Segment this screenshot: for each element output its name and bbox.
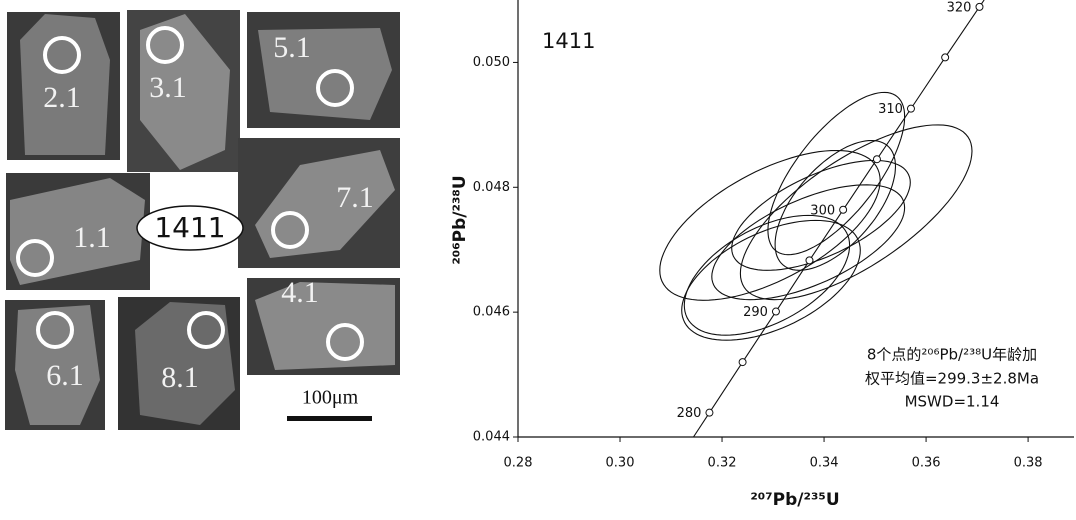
error-ellipse bbox=[767, 91, 906, 256]
x-tick-label: 0.34 bbox=[810, 456, 839, 471]
y-tick-label: 0.044 bbox=[473, 430, 510, 445]
spot bbox=[316, 69, 354, 107]
zircon bbox=[255, 150, 395, 258]
x-tick-label: 0.32 bbox=[708, 456, 737, 471]
spot bbox=[271, 211, 309, 249]
zircon bbox=[20, 14, 110, 155]
spot bbox=[187, 311, 225, 349]
zircon bbox=[140, 14, 230, 170]
error-ellipse bbox=[659, 149, 881, 301]
spot bbox=[43, 36, 81, 74]
spot-label: 8.1 bbox=[161, 361, 199, 394]
x-tick-label: 0.36 bbox=[912, 456, 941, 471]
spot-label: 6.1 bbox=[46, 359, 84, 392]
spot-label: 5.1 bbox=[273, 31, 311, 64]
spot bbox=[16, 239, 54, 277]
y-tick-label: 0.048 bbox=[473, 180, 510, 195]
age-label: 300 bbox=[810, 203, 835, 218]
spot-label: 2.1 bbox=[43, 81, 81, 114]
annotation: MSWD=1.14 bbox=[905, 393, 1000, 411]
y-axis-label: ²⁰⁶Pb/²³⁸U bbox=[450, 175, 470, 264]
zircon bbox=[255, 282, 395, 370]
sample-oval bbox=[136, 205, 244, 251]
scale-label: 100μm bbox=[302, 387, 359, 409]
concordia-extension bbox=[693, 412, 710, 438]
age-marker bbox=[872, 155, 881, 164]
spot-label: 7.1 bbox=[336, 181, 374, 214]
age-marker bbox=[738, 358, 747, 367]
y-tick-label: 0.050 bbox=[473, 55, 510, 70]
age-marker bbox=[975, 2, 984, 11]
x-tick-label: 0.38 bbox=[1014, 456, 1043, 471]
annotation: 权平均值=299.3±2.8Ma bbox=[865, 370, 1039, 388]
sample-label: 1411 bbox=[154, 211, 225, 244]
chart-title: 1411 bbox=[542, 29, 595, 53]
error-ellipse bbox=[681, 219, 861, 341]
spot bbox=[326, 323, 364, 361]
error-ellipse bbox=[711, 184, 906, 301]
age-marker bbox=[705, 408, 714, 417]
age-label: 290 bbox=[743, 305, 768, 320]
error-ellipse bbox=[683, 214, 851, 336]
scale-bar bbox=[287, 416, 372, 421]
annotation: 8个点的²⁰⁶Pb/²³⁸U年龄加 bbox=[867, 346, 1037, 364]
age-marker bbox=[805, 256, 814, 265]
zircon bbox=[15, 305, 100, 425]
error-ellipse bbox=[731, 159, 911, 271]
age-marker bbox=[771, 307, 780, 316]
concordia-plot: 1411 ²⁰⁷Pb/²³⁵U ²⁰⁶Pb/²³⁸U 8个点的²⁰⁶Pb/²³⁸… bbox=[450, 29, 1039, 510]
spot-label: 1.1 bbox=[73, 221, 111, 254]
x-tick-label: 0.28 bbox=[504, 456, 533, 471]
cl-images: 2.1 3.1 5.1 1.1 7.1 6.1 8.1 4.1 1411 100… bbox=[5, 10, 400, 430]
zircon bbox=[135, 302, 235, 425]
age-marker bbox=[906, 104, 915, 113]
zircon bbox=[10, 178, 145, 285]
spot-label: 4.1 bbox=[281, 276, 319, 309]
age-label: 280 bbox=[677, 406, 702, 421]
age-marker bbox=[839, 205, 848, 214]
x-tick-label: 0.30 bbox=[606, 456, 635, 471]
error-ellipse bbox=[774, 139, 897, 271]
age-label: 320 bbox=[947, 0, 972, 15]
spot bbox=[36, 311, 74, 349]
age-marker bbox=[941, 53, 950, 62]
error-ellipse bbox=[739, 124, 973, 301]
age-label: 310 bbox=[878, 102, 903, 117]
spot bbox=[146, 26, 184, 64]
x-axis-label: ²⁰⁷Pb/²³⁵U bbox=[750, 490, 839, 510]
spot-label: 3.1 bbox=[149, 71, 187, 104]
y-tick-label: 0.046 bbox=[473, 305, 510, 320]
